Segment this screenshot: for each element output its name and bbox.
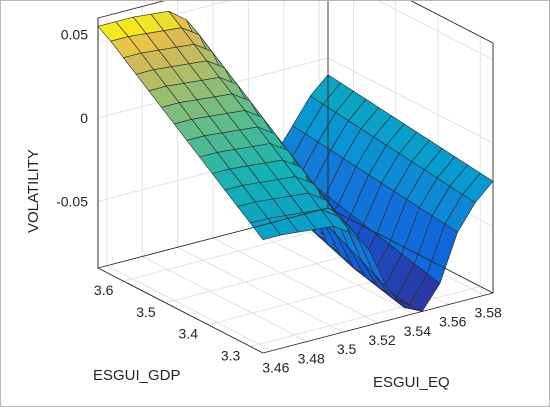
axes-box-edge [262,292,494,354]
x-tick-label: 3.46 [262,360,289,376]
y-axis-label: ESGUI_GDP [93,367,181,384]
x-tick-label: 3.56 [439,314,466,330]
x-axis-label: ESGUI_EQ [373,374,450,391]
x-tick-label: 3.58 [475,304,502,320]
z-tick-label: -0.05 [56,193,88,209]
y-tick-label: 3.3 [221,347,241,363]
axes-box-edge [97,207,329,269]
z-axis-label: VOLATILITY [25,149,42,233]
y-tick-label: 3.4 [179,326,199,342]
tick-layer: -0.05 0 0.05 3.3 3.4 3.5 3.6 3.46 3.48 3.5 3.52 3.5… [56,27,502,376]
floor-gridline [177,246,343,333]
x-tick-label: 3.52 [368,332,395,348]
x-tick-label: 3.48 [298,350,325,366]
floor-gridline [250,285,481,347]
axes-box [97,1,494,354]
axes-box-edge [97,267,264,354]
z-tick-label: 0 [80,110,88,126]
side-wall-gridline [327,57,494,144]
y-tick-label: 3.6 [94,282,114,298]
y-tick-label: 3.5 [136,304,156,320]
floor-gridline [142,256,308,342]
surface-layer [97,10,494,312]
x-tick-label: 3.54 [404,323,431,339]
x-tick-label: 3.5 [337,341,357,357]
floor-gridline [106,265,273,352]
axes-box-edge [410,1,494,44]
z-tick-label: 0.05 [61,27,88,43]
floor-gridline [248,228,414,315]
axes-box-edge [97,1,165,19]
floor-gridline [212,237,379,324]
side-wall-gridline [378,1,494,61]
axes-box-edge [327,207,494,294]
